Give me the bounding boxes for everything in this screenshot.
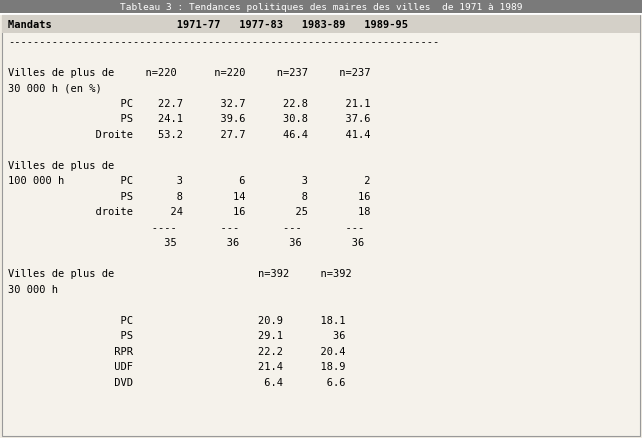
Bar	[2, 16, 640, 34]
Bar	[0, 14, 642, 16]
Text: 35        36        36        36: 35 36 36 36	[8, 238, 364, 247]
Text: PS                    29.1        36: PS 29.1 36	[8, 331, 345, 340]
Text: ----       ---       ---       ---: ---- --- --- ---	[8, 222, 364, 232]
Text: PC                    20.9      18.1: PC 20.9 18.1	[8, 315, 345, 325]
Text: droite      24        16        25        18: droite 24 16 25 18	[8, 207, 370, 217]
Text: Mandats                    1971-77   1977-83   1983-89   1989-95: Mandats 1971-77 1977-83 1983-89 1989-95	[8, 20, 408, 30]
Text: PC    22.7      32.7      22.8      21.1: PC 22.7 32.7 22.8 21.1	[8, 99, 370, 109]
Text: Villes de plus de: Villes de plus de	[8, 160, 114, 170]
Text: RPR                    22.2      20.4: RPR 22.2 20.4	[8, 346, 345, 356]
Text: 30 000 h (en %): 30 000 h (en %)	[8, 83, 101, 93]
Text: PS       8        14         8        16: PS 8 14 8 16	[8, 191, 370, 201]
Text: 100 000 h         PC       3         6         3         2: 100 000 h PC 3 6 3 2	[8, 176, 370, 186]
Text: UDF                    21.4      18.9: UDF 21.4 18.9	[8, 361, 345, 371]
Text: PS    24.1      39.6      30.8      37.6: PS 24.1 39.6 30.8 37.6	[8, 114, 370, 124]
Text: ---------------------------------------------------------------------: ----------------------------------------…	[8, 37, 439, 46]
Text: Villes de plus de     n=220      n=220     n=237     n=237: Villes de plus de n=220 n=220 n=237 n=23…	[8, 67, 370, 78]
Text: 30 000 h: 30 000 h	[8, 284, 58, 294]
Text: DVD                     6.4       6.6: DVD 6.4 6.6	[8, 377, 345, 387]
Bar	[0, 0, 642, 14]
Text: Villes de plus de                       n=392     n=392: Villes de plus de n=392 n=392	[8, 268, 352, 279]
Text: Tableau 3 : Tendances politiques des maires des villes  de 1971 à 1989: Tableau 3 : Tendances politiques des mai…	[120, 3, 522, 11]
Text: Droite    53.2      27.7      46.4      41.4: Droite 53.2 27.7 46.4 41.4	[8, 130, 370, 139]
